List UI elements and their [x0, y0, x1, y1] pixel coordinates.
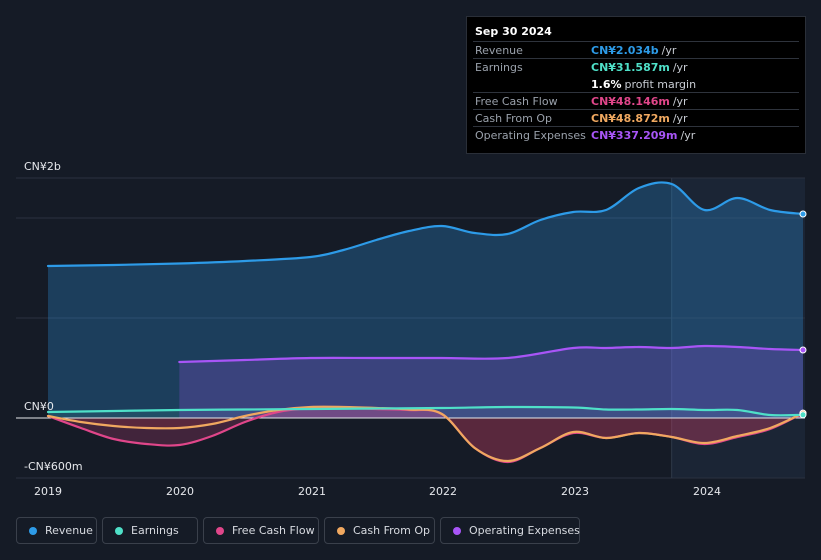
- x-tick-label: 2020: [166, 485, 194, 498]
- area-revenue: [48, 182, 803, 418]
- line-operating-expenses: [178, 344, 805, 364]
- line-cash-from-op: [46, 405, 805, 463]
- y-tick-label-bottom: -CN¥600m: [24, 460, 83, 473]
- tooltip-row-fcf: Free Cash Flow CN¥48.146m/yr: [473, 92, 799, 110]
- legend-item-free-cash-flow[interactable]: Free Cash Flow: [203, 517, 319, 544]
- marker-operating-expenses: [799, 346, 807, 354]
- tooltip-label: Earnings: [475, 61, 523, 74]
- tooltip-value: CN¥337.209m/yr: [591, 129, 696, 142]
- x-tick-label: 2024: [693, 485, 721, 498]
- data-tooltip: Sep 30 2024 Revenue CN¥2.034b/yr Earning…: [466, 16, 806, 154]
- legend-item-operating-expenses[interactable]: Operating Expenses: [440, 517, 580, 544]
- legend-dot-icon: [29, 527, 37, 535]
- tooltip-date: Sep 30 2024: [475, 25, 552, 38]
- line-revenue: [46, 181, 805, 268]
- tooltip-label: Cash From Op: [475, 112, 553, 125]
- x-tick-label: 2022: [429, 485, 457, 498]
- tooltip-value: CN¥31.587m/yr: [591, 61, 688, 74]
- y-tick-label-top: CN¥2b: [24, 160, 61, 173]
- tooltip-row-margin: 1.6% profit margin: [473, 75, 799, 93]
- legend-label: Revenue: [45, 524, 93, 537]
- legend-dot-icon: [453, 527, 461, 535]
- chart-grid: [16, 177, 805, 479]
- marker-revenue: [799, 210, 807, 218]
- legend-item-earnings[interactable]: Earnings: [102, 517, 198, 544]
- x-tick-label: 2019: [34, 485, 62, 498]
- area-operating-expenses: [179, 345, 804, 418]
- y-tick-label-zero: CN¥0: [24, 400, 54, 413]
- area-cash-from-op: [48, 406, 803, 461]
- legend-dot-icon: [337, 527, 345, 535]
- legend-label: Cash From Op: [353, 524, 431, 537]
- tooltip-row-earnings: Earnings CN¥31.587m/yr: [473, 58, 799, 76]
- tooltip-value: CN¥48.146m/yr: [591, 95, 688, 108]
- legend-dot-icon: [216, 527, 224, 535]
- area-free-cash-flow: [48, 407, 803, 462]
- legend-item-revenue[interactable]: Revenue: [16, 517, 97, 544]
- tooltip-row-opex: Operating Expenses CN¥337.209m/yr: [473, 126, 799, 144]
- tooltip-row-cfo: Cash From Op CN¥48.872m/yr: [473, 109, 799, 127]
- end-markers: [799, 210, 807, 419]
- series-lines: [16, 181, 805, 464]
- marker-earnings: [799, 411, 807, 419]
- series-areas: [48, 182, 804, 462]
- legend-label: Earnings: [131, 524, 179, 537]
- legend-label: Free Cash Flow: [232, 524, 315, 537]
- x-tick-label: 2021: [298, 485, 326, 498]
- legend-item-cash-from-op[interactable]: Cash From Op: [324, 517, 435, 544]
- tooltip-label: Operating Expenses: [475, 129, 586, 142]
- tooltip-value: 1.6% profit margin: [591, 78, 697, 91]
- highlight-band: [671, 178, 805, 478]
- tooltip-label: Free Cash Flow: [475, 95, 558, 108]
- x-tick-label: 2023: [561, 485, 589, 498]
- legend-dot-icon: [115, 527, 123, 535]
- legend-label: Operating Expenses: [469, 524, 580, 537]
- tooltip-value: CN¥48.872m/yr: [591, 112, 688, 125]
- tooltip-value: CN¥2.034b/yr: [591, 44, 677, 57]
- line-earnings: [46, 405, 805, 417]
- tooltip-label: Revenue: [475, 44, 523, 57]
- tooltip-row-revenue: Revenue CN¥2.034b/yr: [473, 41, 799, 59]
